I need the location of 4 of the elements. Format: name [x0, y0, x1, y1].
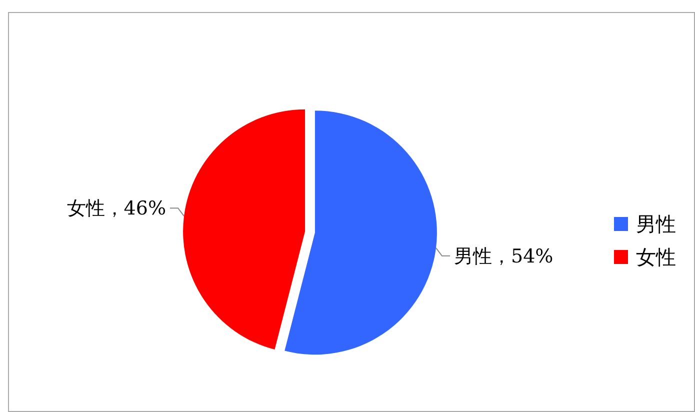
data-label: 女性，46% — [66, 198, 166, 220]
legend-label: 女性 — [636, 245, 676, 269]
legend-label: 男性 — [636, 212, 676, 236]
data-label: 男性，54% — [454, 246, 554, 268]
